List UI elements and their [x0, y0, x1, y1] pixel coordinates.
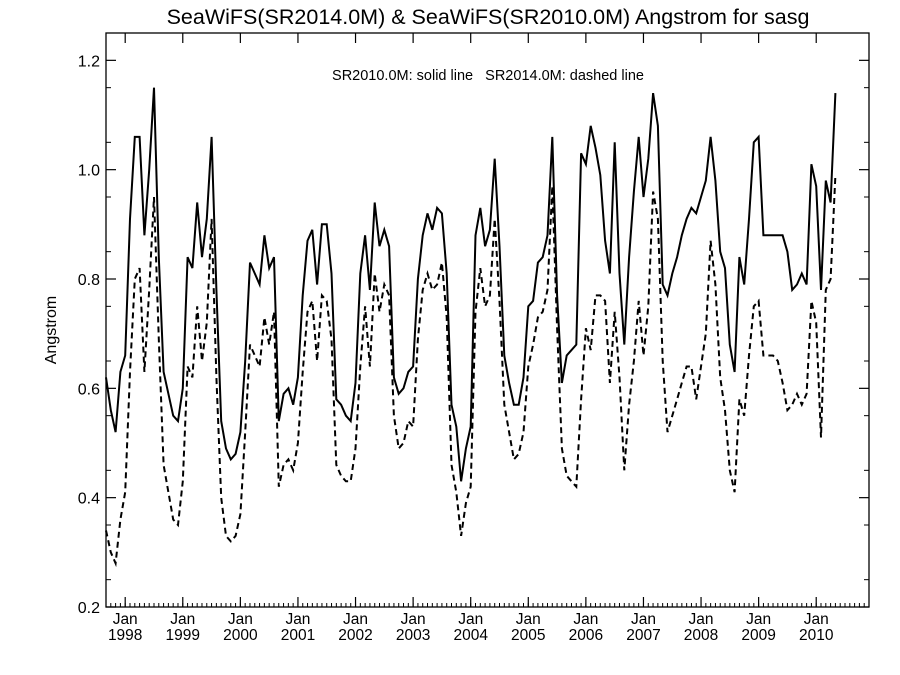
- y-tick-label: 0.2: [78, 600, 100, 617]
- x-tick-label-month: Jan: [746, 611, 771, 628]
- series-annotation: SR2010.0M: solid line SR2014.0M: dashed …: [332, 68, 644, 84]
- x-tick-label-year: 2001: [281, 627, 315, 644]
- y-tick-label: 0.6: [78, 381, 100, 398]
- x-tick-label-year: 2000: [223, 627, 258, 644]
- x-tick-label-month: Jan: [689, 611, 714, 628]
- y-tick-label: 0.4: [78, 491, 100, 508]
- x-tick-label-year: 1999: [166, 627, 200, 644]
- y-tick-label: 0.8: [78, 272, 100, 289]
- x-tick-label-month: Jan: [113, 611, 138, 628]
- x-tick-label-year: 2007: [626, 627, 660, 644]
- x-tick-label-month: Jan: [401, 611, 426, 628]
- plot-frame: [105, 32, 870, 608]
- y-tick-label: 1.2: [78, 53, 100, 70]
- x-tick-label-year: 2002: [338, 627, 372, 644]
- x-tick-label-month: Jan: [804, 611, 829, 628]
- x-tick-label-month: Jan: [458, 611, 483, 628]
- x-tick-label-month: Jan: [228, 611, 253, 628]
- series-line-sr2014-0m: [105, 175, 837, 568]
- x-tick-label-year: 2004: [453, 627, 488, 644]
- y-tick-label: 1.0: [78, 163, 100, 180]
- chart-title: SeaWiFS(SR2014.0M) & SeaWiFS(SR2010.0M) …: [167, 5, 810, 29]
- x-tick-label-month: Jan: [343, 611, 368, 628]
- x-tick-label-month: Jan: [516, 611, 541, 628]
- x-tick-label-year: 2010: [799, 627, 834, 644]
- axis-layer: Jan1998Jan1999Jan2000Jan2001Jan2002Jan20…: [78, 33, 870, 644]
- x-tick-label-year: 1998: [108, 627, 142, 644]
- series-layer: [105, 87, 837, 568]
- x-tick-label-month: Jan: [170, 611, 195, 628]
- y-axis-label: Angstrom: [43, 296, 60, 364]
- x-tick-label-year: 2009: [741, 627, 775, 644]
- x-tick-label-year: 2005: [511, 627, 545, 644]
- x-tick-label-year: 2006: [569, 627, 603, 644]
- x-tick-label-month: Jan: [285, 611, 310, 628]
- x-tick-label-year: 2008: [684, 627, 718, 644]
- x-tick-label-year: 2003: [396, 627, 430, 644]
- series-line-sr2010-0m: [105, 87, 837, 482]
- x-tick-label-month: Jan: [631, 611, 656, 628]
- x-tick-label-month: Jan: [573, 611, 598, 628]
